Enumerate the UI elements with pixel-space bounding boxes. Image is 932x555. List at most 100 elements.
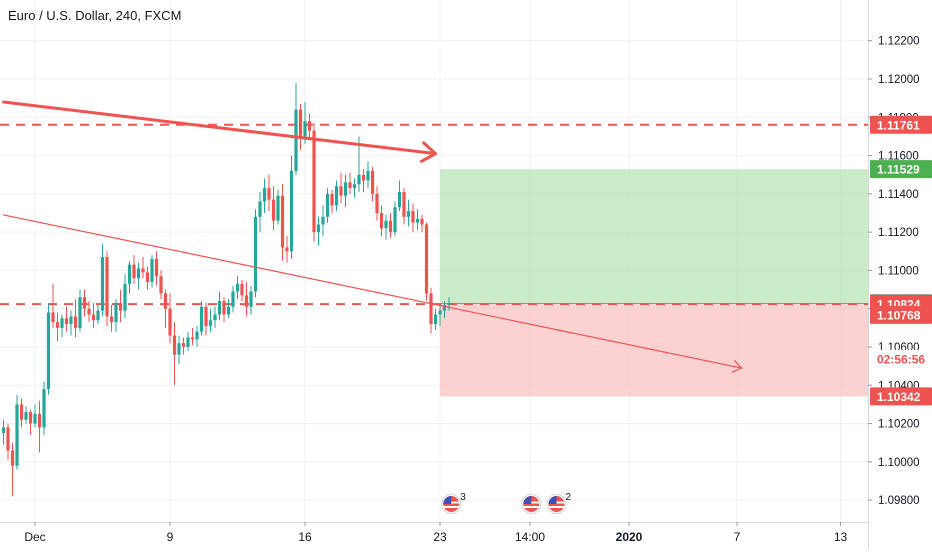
price-tag-label: 02:56:56: [877, 352, 925, 366]
candle: [150, 255, 154, 288]
candle: [226, 299, 231, 319]
us-flag-event-icon[interactable]: 3: [441, 492, 467, 514]
candle-body: [379, 213, 384, 229]
candle-body: [415, 218, 420, 223]
candle: [213, 306, 217, 328]
trend-lines[interactable]: [2, 100, 743, 373]
us-flag-event-icon[interactable]: [521, 494, 542, 514]
time-tick-label: 14:00: [515, 530, 545, 544]
candle-body: [276, 195, 280, 221]
us-flag-event-icon[interactable]: 2: [546, 492, 572, 514]
candle: [19, 398, 24, 428]
candle: [271, 186, 276, 231]
candle-body: [231, 291, 235, 307]
candle-body: [312, 130, 316, 233]
candle-body: [109, 316, 114, 323]
candle: [321, 205, 325, 236]
profit-zone: [440, 169, 872, 304]
candle-body: [339, 186, 343, 196]
time-tick-label: 13: [834, 530, 848, 544]
candle: [366, 161, 370, 189]
time-tick-label: 16: [298, 530, 312, 544]
time-tick-label: 23: [433, 530, 447, 544]
candle: [433, 308, 438, 330]
candle: [298, 103, 303, 150]
candle: [105, 251, 109, 326]
candle-body: [55, 322, 60, 328]
candle: [406, 199, 411, 227]
candle-body: [123, 283, 127, 311]
candle: [96, 304, 100, 325]
candle-body: [343, 182, 348, 196]
candle-body: [258, 201, 262, 217]
candle: [60, 314, 64, 338]
candle: [190, 327, 195, 346]
price-axis[interactable]: 1.098001.100001.102001.104001.106001.108…: [868, 0, 932, 550]
candle-body: [127, 264, 132, 284]
candle-body: [321, 216, 325, 225]
candle: [222, 297, 226, 323]
candle-body: [105, 257, 109, 317]
event-icon-canton: [523, 496, 532, 504]
candle-body: [204, 306, 208, 326]
candle-body: [60, 318, 64, 328]
price-tag: 1.10768: [870, 305, 932, 324]
candle-body: [42, 389, 46, 428]
price-tag-bg: [870, 305, 932, 324]
candle-body: [262, 188, 267, 202]
candle-body: [213, 314, 217, 321]
candle: [24, 406, 28, 424]
candle-body: [420, 218, 424, 225]
candle: [294, 82, 298, 175]
candle-body: [370, 170, 375, 194]
candle-body: [226, 306, 231, 315]
price-tag-label: 1.11761: [877, 118, 920, 132]
candle: [15, 394, 19, 470]
candle-body: [24, 412, 28, 420]
chart-title: Euro / U.S. Dollar, 240, FXCM: [8, 8, 182, 23]
candle: [348, 172, 352, 194]
trend-line: [2, 214, 743, 373]
candle-body: [78, 297, 82, 328]
price-tick-label: 1.10000: [878, 457, 920, 469]
time-axis[interactable]: Dec 9 16 23 14:00 2020 7 13: [0, 522, 868, 550]
candle: [1, 419, 6, 445]
candle: [420, 214, 424, 233]
candle: [352, 178, 357, 198]
price-tick-label: 1.10200: [878, 419, 920, 431]
candle-body: [244, 295, 249, 307]
price-tick-label: 1.11400: [878, 189, 919, 201]
candle-body: [96, 310, 100, 321]
candle-body: [361, 174, 366, 181]
candle: [87, 301, 91, 323]
candle-body: [222, 301, 226, 315]
price-tag-bg: [870, 387, 932, 406]
candle: [415, 209, 420, 231]
position-zones[interactable]: [440, 169, 872, 397]
candle-body: [28, 412, 33, 424]
candle: [10, 442, 15, 497]
candle: [46, 302, 51, 395]
candle: [343, 174, 348, 208]
candle: [168, 293, 172, 344]
candle-body: [6, 427, 10, 451]
candle-body: [64, 318, 69, 325]
candle: [109, 304, 114, 332]
candle-body: [352, 184, 357, 189]
candle-body: [433, 314, 438, 325]
candle: [208, 308, 213, 332]
candle: [127, 260, 132, 294]
event-icon-canton: [443, 496, 452, 504]
candle-body: [118, 302, 123, 311]
candle: [235, 276, 240, 300]
candle-body: [397, 191, 402, 208]
price-tag-label: 1.10342: [877, 390, 921, 404]
event-icon-stripe: [548, 506, 565, 508]
candle: [447, 297, 451, 311]
candle: [42, 381, 46, 436]
time-tick-label: 2020: [616, 530, 643, 544]
candle-body: [150, 258, 154, 282]
candle: [253, 209, 258, 298]
